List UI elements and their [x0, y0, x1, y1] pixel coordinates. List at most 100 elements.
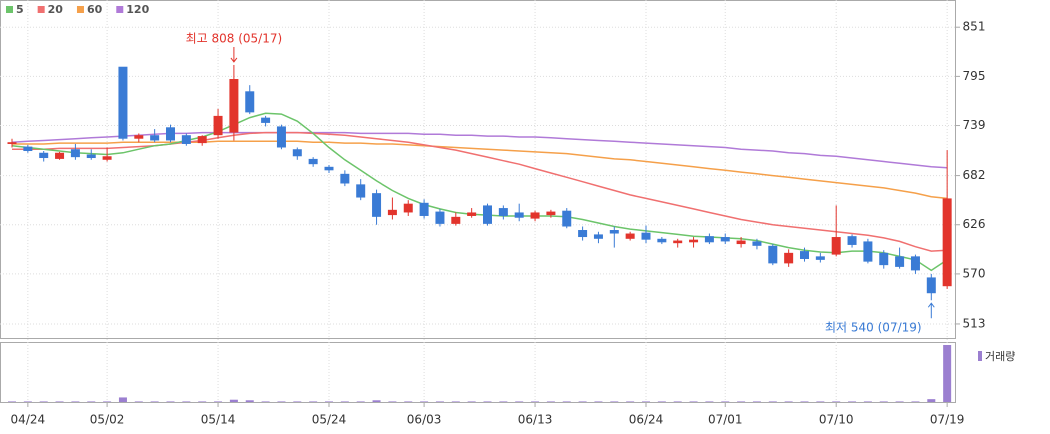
candle-body: [514, 212, 524, 218]
x-tick-label: 07/10: [819, 413, 854, 427]
candle-body: [562, 210, 572, 227]
ma-line: [11, 112, 948, 272]
volume-bar: [705, 401, 714, 402]
volume-bar: [673, 401, 682, 402]
volume-bar: [277, 401, 286, 402]
volume-bar: [245, 400, 254, 402]
candle-body: [815, 256, 825, 260]
candle-body: [245, 91, 255, 113]
volume-bar: [594, 401, 603, 402]
x-tick-label: 06/03: [407, 413, 442, 427]
legend-label: 5: [16, 3, 24, 16]
legend: 5 20 60 120: [6, 3, 150, 16]
volume-bar: [182, 401, 191, 402]
candle-body: [70, 149, 80, 158]
candle-body: [800, 251, 809, 259]
ma-line: [12, 131, 948, 252]
candle-body: [752, 241, 762, 246]
candle-body: [625, 233, 635, 239]
volume-bar: [451, 401, 460, 402]
volume-bar: [515, 401, 524, 402]
volume-bar: [229, 399, 238, 402]
volume-legend: 거래량: [985, 350, 1015, 363]
candle-body: [372, 193, 382, 217]
candle-body: [435, 211, 445, 224]
candle-body: [451, 216, 461, 224]
volume-legend-swatch: [978, 351, 982, 361]
volume-bar: [546, 401, 555, 402]
candle-body: [847, 236, 857, 245]
y-tick-label: 851: [963, 20, 986, 34]
volume-bar: [8, 401, 16, 402]
volume-bar: [721, 401, 730, 402]
x-tick-label: 06/24: [629, 413, 664, 427]
legend-label: 60: [87, 3, 103, 16]
volume-bar: [483, 401, 492, 402]
candle-body: [197, 136, 207, 144]
x-tick-label: 05/14: [201, 413, 236, 427]
volume-bar: [499, 401, 508, 402]
candle-body: [213, 115, 223, 136]
volume-bar: [118, 397, 127, 402]
candle-body: [910, 256, 920, 271]
x-tick-label: 07/01: [708, 413, 743, 427]
candle-body: [150, 135, 160, 141]
candle-body: [23, 146, 33, 152]
candle-body: [403, 203, 413, 213]
low-arrow: [927, 302, 935, 319]
candle-body: [641, 232, 651, 240]
volume-bar: [610, 401, 619, 402]
volume-panel: [0, 342, 956, 403]
volume-bar: [578, 401, 587, 402]
candle-body: [593, 234, 603, 239]
candle-body: [324, 166, 334, 171]
volume-bar: [356, 401, 365, 402]
volume-bar: [943, 345, 952, 402]
volume-bar: [832, 401, 841, 402]
candle-body: [181, 135, 191, 144]
candle-body: [340, 173, 350, 184]
volume-bar: [911, 401, 920, 402]
candle-body: [467, 212, 477, 216]
candle-body: [784, 252, 794, 264]
legend-swatch: [37, 6, 45, 13]
candle-body: [942, 198, 952, 287]
candle-body: [387, 209, 397, 216]
volume-bar: [562, 401, 571, 402]
candle-body: [308, 158, 318, 165]
volume-bar: [848, 401, 857, 402]
volume-bar: [23, 401, 32, 402]
candle-body: [166, 127, 175, 141]
y-tick-label: 570: [963, 266, 986, 280]
y-tick-label: 513: [963, 316, 986, 330]
volume-bar: [261, 401, 270, 402]
volume-bar: [404, 401, 413, 402]
volume-bar: [879, 401, 888, 402]
candle-body: [7, 142, 17, 144]
volume-bar: [531, 401, 540, 402]
candle-body: [530, 212, 540, 219]
volume-bar: [340, 401, 349, 402]
candle-body: [102, 156, 112, 160]
volume-bar: [388, 401, 397, 402]
volume-bar: [325, 401, 333, 402]
candle-body: [261, 117, 271, 123]
candle-body: [483, 205, 492, 224]
y-tick-label: 626: [963, 217, 986, 231]
candle-body: [657, 238, 667, 243]
volume-bar: [150, 401, 159, 402]
y-tick-label: 795: [963, 69, 986, 83]
volume-bar: [293, 401, 302, 402]
candle-body: [704, 236, 714, 243]
volume-bar: [103, 401, 112, 402]
candle-body: [55, 152, 65, 159]
volume-bar: [309, 401, 318, 402]
volume-bar: [626, 401, 635, 402]
y-tick-label: 739: [963, 118, 986, 132]
candle-body: [39, 152, 49, 159]
candle-body: [673, 240, 683, 244]
legend-swatch: [76, 6, 84, 13]
x-tick-label: 05/02: [90, 413, 125, 427]
volume-bar: [214, 401, 223, 402]
